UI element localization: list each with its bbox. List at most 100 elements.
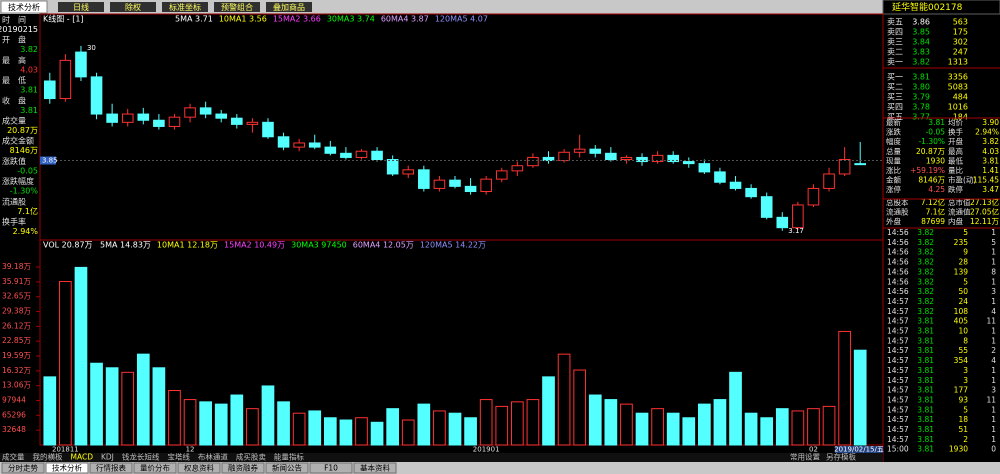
stat-label: 市盈(动) xyxy=(948,175,976,185)
trade-count: 2 xyxy=(991,346,996,355)
trade-price: 3.82 xyxy=(917,267,934,276)
info-value: 3.81 xyxy=(20,106,38,115)
stat-value: 3.81 xyxy=(928,118,945,127)
vol-ma-label: 60MA4 12.05万 xyxy=(353,241,414,250)
volume-bar xyxy=(43,376,57,446)
toolbar-menu[interactable] xyxy=(214,2,260,12)
book-label: 买二 xyxy=(887,83,903,92)
book-volume: 1016 xyxy=(948,103,968,112)
stat-label: 幅度 xyxy=(886,136,901,146)
vol-tick-label: 65296 xyxy=(2,410,26,419)
page-tab[interactable] xyxy=(1,462,45,474)
candle-body xyxy=(199,107,212,115)
indicator-tab[interactable]: 宝塔线 xyxy=(167,452,190,462)
candle-body xyxy=(106,113,118,123)
page-tab[interactable] xyxy=(265,462,309,474)
trade-time: 14:57 xyxy=(887,386,909,395)
ma-label: 15MA2 3.66 xyxy=(273,15,321,24)
trade-volume: 1930 xyxy=(949,445,968,454)
trade-count: 1 xyxy=(991,336,996,345)
toolbar-menu-label: 标准坐标 xyxy=(169,2,201,12)
candle-body xyxy=(184,107,196,118)
trade-time: 14:57 xyxy=(887,307,909,316)
candle-body xyxy=(807,187,820,206)
trade-price: 3.81 xyxy=(917,327,934,336)
volume-bar xyxy=(744,412,758,446)
toolbar-menu[interactable] xyxy=(58,2,104,12)
indicator-tab[interactable]: 我的横板 xyxy=(33,452,63,462)
info-value: 20190215 xyxy=(0,25,38,34)
candle-body xyxy=(371,150,383,161)
vol-ma-label: 10MA1 12.18万 xyxy=(157,241,218,250)
book-label: 买一 xyxy=(887,73,903,82)
candle-body xyxy=(277,136,290,148)
volume-bar xyxy=(853,349,867,446)
trade-volume: 28 xyxy=(958,258,968,267)
page-tab[interactable] xyxy=(89,462,133,474)
trade-time: 15:00 xyxy=(887,445,909,454)
page-tab[interactable] xyxy=(309,462,353,474)
book-volume: 1313 xyxy=(948,58,968,67)
toolbar-menu-label: 叠加商品 xyxy=(273,2,305,12)
toolbar-menu[interactable] xyxy=(162,2,208,12)
book-label: 买三 xyxy=(887,93,903,102)
trade-count: 1 xyxy=(991,405,996,414)
trade-volume: 51 xyxy=(958,425,968,434)
book-label: 卖三 xyxy=(887,38,903,47)
price-annotation: 3.17 xyxy=(788,227,804,235)
indicator-tab[interactable]: 成交量 xyxy=(2,452,25,462)
stat-label: 量比 xyxy=(948,165,963,175)
candle-body xyxy=(511,165,524,172)
indicator-tab[interactable]: 钱龙长短线 xyxy=(122,452,160,462)
trade-time: 14:57 xyxy=(887,366,909,375)
indicator-tab[interactable]: 成买股卖 xyxy=(236,452,266,462)
page-tab[interactable] xyxy=(45,462,89,474)
candle-body xyxy=(433,179,446,189)
volume-bar xyxy=(105,367,119,446)
info-label: 涨跌值 xyxy=(2,156,26,166)
stat-value: 1930 xyxy=(926,156,945,165)
book-price: 3.81 xyxy=(912,73,930,82)
vol-tick-label: 32648 xyxy=(2,425,26,434)
candle-body xyxy=(792,204,804,229)
stat-value: 8146万 xyxy=(918,176,945,185)
book-price: 3.83 xyxy=(912,48,930,57)
indicator-tab[interactable]: MACD xyxy=(71,453,94,462)
stat-value: 4.03 xyxy=(982,147,999,156)
page-tab[interactable] xyxy=(353,462,397,474)
candle-body xyxy=(153,119,165,127)
indicator-tab[interactable]: KDJ xyxy=(101,453,114,462)
toolbar-tab[interactable] xyxy=(0,0,48,14)
trade-count: 1 xyxy=(991,258,996,267)
vol-tick-label: 19.59万 xyxy=(2,351,31,360)
candle-body xyxy=(838,159,851,175)
indicator-tab[interactable]: 布林通道 xyxy=(198,452,228,462)
trade-time: 14:56 xyxy=(887,238,909,247)
page-tab[interactable] xyxy=(133,462,177,474)
toolbar-menu[interactable] xyxy=(110,2,156,12)
page-tab[interactable] xyxy=(221,462,265,474)
price-chart-title: K线图 - [1] xyxy=(43,14,84,24)
stat-label: 涨停 xyxy=(886,184,901,194)
volume-bar xyxy=(557,353,571,446)
toolbar-menu[interactable] xyxy=(266,2,312,12)
stat-value: 12.11万 xyxy=(970,217,999,226)
candle-body xyxy=(293,142,305,148)
x-label: 02 xyxy=(809,446,818,454)
trade-count: 1 xyxy=(991,297,996,306)
volume-bar xyxy=(59,280,72,446)
trade-price: 3.81 xyxy=(917,376,934,385)
volume-bar xyxy=(121,371,135,446)
indicator-option[interactable]: 另存模板 xyxy=(826,452,856,462)
indicator-tab[interactable]: 能量指标 xyxy=(274,452,304,462)
vol-ma-label: 120MA5 14.22万 xyxy=(420,241,486,250)
book-volume: 302 xyxy=(953,38,968,47)
volume-bar xyxy=(292,412,306,446)
indicator-option[interactable]: 常用设置 xyxy=(790,452,820,462)
volume-bar xyxy=(479,399,493,446)
date-box-label: 2019/02/15/五 xyxy=(834,446,884,454)
info-value: 3.82 xyxy=(20,45,38,54)
toolbar-tab-label: 技术分析 xyxy=(8,2,40,12)
page-tab[interactable] xyxy=(177,462,221,474)
